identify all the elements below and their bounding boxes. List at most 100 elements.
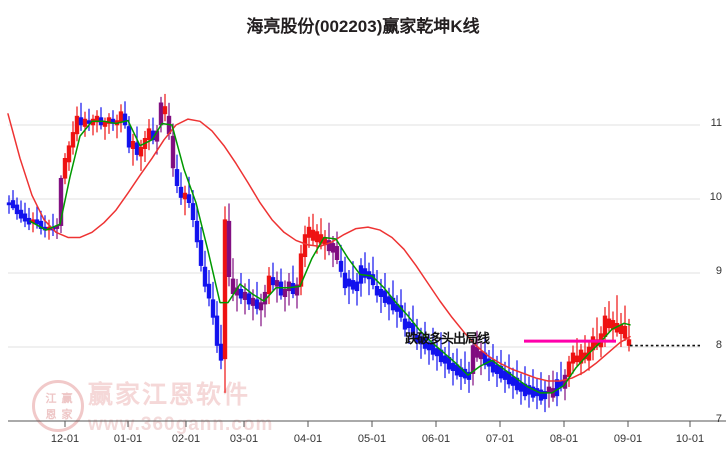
candle bbox=[362, 252, 368, 284]
candle bbox=[90, 114, 96, 136]
candle-body bbox=[466, 371, 472, 380]
candle-body bbox=[298, 253, 304, 287]
candle bbox=[26, 207, 32, 231]
candle-body bbox=[10, 200, 16, 209]
x-axis-label-03-01: 03-01 bbox=[229, 433, 259, 445]
candle-body bbox=[66, 145, 72, 163]
candle-body bbox=[330, 243, 336, 253]
page-title: 海亮股份(002203)赢家乾坤K线 bbox=[246, 17, 480, 36]
candle bbox=[530, 369, 536, 402]
y-axis-label-10: 10 bbox=[709, 191, 722, 203]
candle bbox=[470, 336, 476, 386]
candle-body bbox=[450, 362, 456, 371]
candle-body bbox=[398, 305, 404, 318]
candle-body bbox=[294, 284, 300, 296]
candle-body bbox=[118, 111, 124, 123]
candle-body bbox=[254, 299, 260, 309]
candle-body bbox=[546, 386, 552, 394]
candle bbox=[14, 197, 20, 220]
candle-body bbox=[382, 290, 388, 303]
candle bbox=[354, 273, 360, 306]
candle bbox=[246, 278, 252, 310]
candle-body bbox=[334, 246, 340, 260]
candle-body bbox=[182, 192, 188, 200]
candle bbox=[130, 133, 136, 166]
ma-short-line bbox=[29, 119, 631, 394]
x-axis-label-07-01: 07-01 bbox=[485, 433, 515, 445]
candle-body bbox=[282, 288, 288, 297]
candle bbox=[6, 195, 12, 214]
candle-body bbox=[470, 345, 476, 374]
candle bbox=[366, 262, 372, 296]
candle bbox=[610, 311, 616, 343]
candle-body bbox=[78, 117, 84, 126]
y-axis-label-11: 11 bbox=[710, 117, 722, 129]
candle bbox=[70, 121, 76, 155]
candle-body bbox=[214, 315, 220, 346]
candle-body bbox=[222, 219, 228, 360]
candle-body bbox=[14, 204, 20, 215]
candle bbox=[74, 106, 80, 142]
candle-body bbox=[474, 346, 480, 358]
candle-body bbox=[606, 318, 612, 329]
candle bbox=[110, 110, 116, 131]
candle-body bbox=[130, 140, 136, 149]
candle-body bbox=[82, 118, 88, 127]
candle bbox=[466, 361, 472, 393]
candle-body bbox=[162, 106, 168, 115]
candle bbox=[566, 355, 572, 387]
candle-body bbox=[342, 272, 348, 289]
candle-body bbox=[570, 352, 576, 364]
candle-body bbox=[538, 389, 544, 401]
candle bbox=[550, 370, 556, 402]
candle bbox=[214, 301, 220, 353]
candle-body bbox=[314, 231, 320, 243]
candle-body bbox=[274, 280, 280, 287]
candle-body bbox=[170, 135, 176, 169]
candle-body bbox=[58, 177, 64, 226]
candle bbox=[50, 213, 56, 236]
candle-body bbox=[258, 302, 264, 311]
y-axis-label-9: 9 bbox=[715, 265, 722, 277]
candle bbox=[310, 213, 316, 245]
candle bbox=[358, 258, 364, 297]
candle-body bbox=[290, 283, 296, 295]
candle-body bbox=[62, 158, 68, 179]
candle bbox=[54, 218, 60, 239]
candle bbox=[122, 101, 128, 129]
candle-body bbox=[354, 281, 360, 292]
candle bbox=[218, 324, 224, 370]
candle bbox=[170, 123, 176, 177]
candle-body bbox=[238, 288, 244, 299]
candle bbox=[298, 244, 304, 296]
candle-body bbox=[210, 299, 216, 318]
candle bbox=[66, 141, 72, 171]
candle bbox=[334, 231, 340, 265]
candle bbox=[294, 277, 300, 309]
candle bbox=[62, 153, 68, 185]
candle-body bbox=[554, 379, 560, 397]
ma-long-line bbox=[7, 113, 631, 382]
x-axis-label-02-01: 02-01 bbox=[171, 433, 201, 445]
candle-body bbox=[158, 102, 164, 126]
candle-body bbox=[338, 260, 344, 272]
y-axis-label-8: 8 bbox=[715, 339, 722, 351]
x-axis-label-09-01: 09-01 bbox=[613, 433, 643, 445]
candle-body bbox=[362, 268, 368, 278]
candle-body bbox=[306, 226, 312, 238]
candle-body bbox=[350, 280, 356, 290]
candle bbox=[178, 172, 184, 205]
x-axis-label-08-01: 08-01 bbox=[549, 433, 579, 445]
x-axis-label-04-01: 04-01 bbox=[293, 433, 323, 445]
candle-body bbox=[378, 288, 384, 297]
candle bbox=[142, 130, 148, 162]
candle-body bbox=[510, 376, 516, 386]
candle-body bbox=[202, 266, 208, 287]
candle bbox=[282, 280, 288, 312]
candle-body bbox=[346, 278, 352, 287]
candle bbox=[22, 202, 28, 228]
candle-body bbox=[218, 343, 224, 361]
candle-body bbox=[626, 339, 632, 346]
candle bbox=[458, 358, 464, 390]
candle-body bbox=[442, 355, 448, 364]
